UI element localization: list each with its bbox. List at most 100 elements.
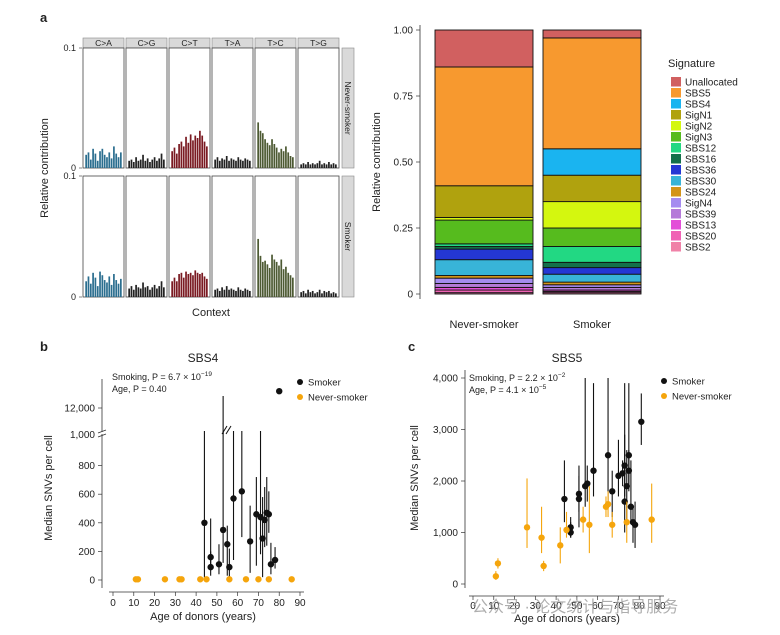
facet-Never-smoker-T>A — [211, 47, 254, 169]
legend-label-SBS39: SBS39 — [685, 210, 717, 221]
profile-bar — [99, 151, 101, 168]
profile-bar — [235, 290, 237, 297]
profile-bar — [314, 293, 316, 297]
profile-bar — [178, 274, 180, 297]
legend-label-SBS4: SBS4 — [685, 100, 711, 111]
profile-bar — [119, 152, 122, 168]
smoker-point — [219, 526, 227, 534]
profile-bar — [289, 156, 292, 168]
never-smoker-point — [523, 524, 531, 531]
profile-bar — [115, 153, 118, 168]
profile-bar — [178, 144, 180, 168]
row-strip-Smoker — [341, 175, 355, 298]
profile-bar — [307, 162, 309, 168]
legend-swatch-SigN1 — [671, 110, 681, 120]
profile-bar — [113, 146, 115, 168]
c-xtick-0: 0 — [470, 601, 476, 612]
facet-Never-smoker-C>T — [168, 47, 211, 169]
never-smoker-point — [288, 576, 295, 583]
smoker-point — [238, 488, 246, 495]
legend-label-SBS20: SBS20 — [685, 232, 717, 243]
legend-dot-Smoker — [661, 378, 667, 384]
never-smoker-point — [265, 576, 273, 583]
profile-bar — [246, 159, 249, 168]
profile-bar — [300, 164, 303, 168]
legend-label-SigN1: SigN1 — [685, 111, 713, 122]
profile-bar — [291, 157, 294, 168]
stack-segment-SigN1 — [434, 185, 534, 218]
profile-bar — [158, 286, 161, 297]
profile-bar — [218, 290, 221, 297]
strip-label-T>A: T>A — [225, 38, 241, 48]
legend-swatch-SBS39 — [671, 209, 681, 219]
profile-bar — [110, 158, 113, 168]
profile-bar — [316, 292, 319, 297]
stack-segment-Unallocated — [434, 29, 534, 68]
profile-bar — [194, 270, 197, 297]
axis-break-mark — [97, 433, 107, 438]
legend-label-SBS13: SBS13 — [685, 221, 717, 232]
profile-bar — [334, 293, 337, 297]
legend-swatch-SBS30 — [671, 176, 681, 186]
never-smoker-point — [178, 576, 185, 583]
profile-bar — [259, 130, 262, 168]
profile-bar — [115, 280, 118, 297]
legend-label-SBS24: SBS24 — [685, 188, 717, 199]
profile-bar — [151, 287, 154, 297]
profile-bar — [291, 277, 294, 297]
never-smoker-point — [648, 516, 655, 523]
profile-bar — [110, 284, 113, 297]
stack-segment-SigN3 — [434, 219, 534, 245]
profile-bar — [173, 277, 176, 297]
profile-bar — [85, 281, 88, 297]
panel-label-a: a — [40, 10, 48, 25]
never-smoker-point — [203, 576, 210, 583]
stack-segment-SigN4 — [434, 277, 534, 284]
legend-label-SigN2: SigN2 — [685, 122, 713, 133]
stack-segment-SigN3 — [542, 227, 642, 247]
b-ytick-800: 800 — [78, 461, 95, 472]
profile-bar — [214, 159, 217, 168]
profile-bar — [203, 276, 206, 297]
profile-bar — [282, 151, 285, 168]
facet-Smoker-C>G — [125, 175, 168, 298]
a-right-ytick-1.00: 1.00 — [394, 26, 414, 37]
watermark-text: 公众号 · 论文统计与指导服务 — [472, 598, 678, 616]
profile-bar — [182, 277, 185, 297]
b-ytick-200: 200 — [78, 547, 95, 558]
b-ytick-400: 400 — [78, 518, 95, 529]
legend-swatch-SBS16 — [671, 154, 681, 164]
stack-segment-SigN1 — [542, 174, 642, 203]
legend-label-SigN4: SigN4 — [685, 199, 713, 210]
smoker-point — [609, 488, 616, 495]
never-smoker-point — [134, 576, 142, 583]
profile-bar — [309, 292, 312, 297]
b-title: SBS4 — [188, 351, 219, 365]
never-smoker-point — [579, 516, 587, 523]
profile-bar — [201, 272, 204, 297]
profile-bar — [137, 287, 140, 297]
profile-bar — [144, 287, 147, 297]
profile-bar — [175, 281, 178, 297]
profile-bar — [137, 160, 140, 168]
facet-Smoker-C>T — [168, 175, 211, 298]
profile-bar — [156, 160, 158, 168]
b-ytick-12,000: 12,000 — [64, 404, 95, 415]
profile-bar — [139, 159, 142, 168]
profile-bar — [232, 289, 235, 297]
profile-bar — [173, 147, 176, 168]
b-xtick-60: 60 — [232, 598, 244, 609]
profile-bar — [273, 144, 276, 168]
profile-bar — [261, 133, 264, 168]
profile-bar — [316, 163, 319, 168]
profile-bar — [328, 290, 330, 297]
profile-bar — [257, 238, 260, 297]
profile-bar — [318, 289, 321, 297]
profile-bar — [153, 157, 156, 168]
annotation-age-exponent: −5 — [539, 384, 547, 391]
profile-bar — [139, 288, 142, 297]
profile-bar — [85, 154, 88, 168]
profile-bar — [96, 160, 99, 168]
legend-label-SBS2: SBS2 — [685, 243, 711, 254]
